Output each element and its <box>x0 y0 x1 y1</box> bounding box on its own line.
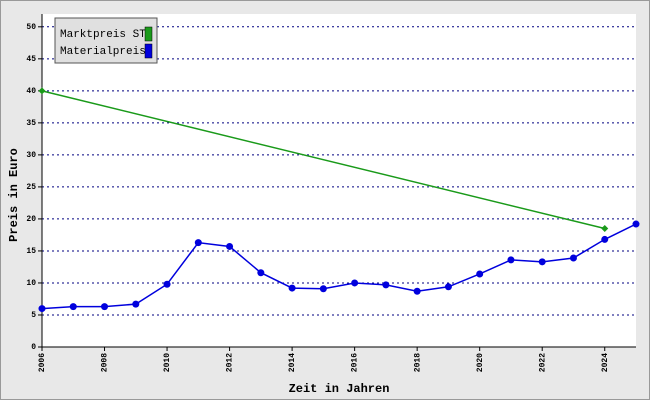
y-tick-label: 40 <box>26 87 36 96</box>
x-tick-label: 2016 <box>351 353 360 372</box>
plot-area <box>42 14 636 347</box>
marker <box>413 287 421 295</box>
y-tick-label: 10 <box>26 279 36 288</box>
marker <box>69 303 77 311</box>
x-tick-label: 2022 <box>538 353 547 372</box>
y-tick-label: 50 <box>26 23 36 32</box>
x-tick-label: 2020 <box>476 353 485 372</box>
x-tick-label: 2018 <box>413 353 422 372</box>
y-tick-label: 25 <box>26 183 36 192</box>
x-tick-label: 2012 <box>226 353 235 372</box>
marker <box>226 242 234 250</box>
marker <box>351 279 359 287</box>
y-tick-label: 35 <box>26 119 36 128</box>
marker <box>38 305 46 313</box>
y-axis-title: Preis in Euro <box>7 148 21 242</box>
legend-label: Materialpreis <box>60 46 146 58</box>
marker <box>444 283 452 291</box>
y-tick-label: 30 <box>26 151 36 160</box>
marker <box>382 281 390 289</box>
series-line <box>41 90 605 230</box>
y-tick-label: 20 <box>26 215 36 224</box>
legend-box <box>54 17 158 64</box>
legend-swatch <box>144 43 153 59</box>
y-tick-label: 5 <box>31 311 36 320</box>
marker <box>476 270 484 278</box>
marker <box>569 254 577 262</box>
legend: Marktpreis ST Materialpreis <box>54 17 158 64</box>
marker <box>257 269 265 277</box>
marker <box>319 285 327 293</box>
x-tick-label: 2010 <box>163 353 172 372</box>
x-axis-title: Zeit in Jahren <box>289 382 390 396</box>
legend-label: Marktpreis ST <box>60 29 146 41</box>
y-tick-label: 45 <box>26 55 36 64</box>
marker <box>101 303 109 311</box>
marker <box>194 239 202 247</box>
marker <box>601 225 609 233</box>
x-tick-label: 2008 <box>101 353 110 372</box>
marker <box>601 235 609 243</box>
legend-swatch <box>144 26 153 42</box>
marker <box>132 300 140 308</box>
marker <box>538 258 546 266</box>
marker <box>38 87 46 95</box>
marker <box>288 284 296 292</box>
marker <box>507 256 515 264</box>
x-tick-label: 2024 <box>601 353 610 372</box>
marker <box>163 280 171 288</box>
x-tick-label: 2014 <box>288 353 297 372</box>
x-tick-label: 2006 <box>38 353 47 372</box>
y-tick-label: 15 <box>26 247 36 256</box>
marker <box>632 220 640 228</box>
series-line <box>41 223 637 310</box>
y-tick-label: 0 <box>31 343 36 352</box>
